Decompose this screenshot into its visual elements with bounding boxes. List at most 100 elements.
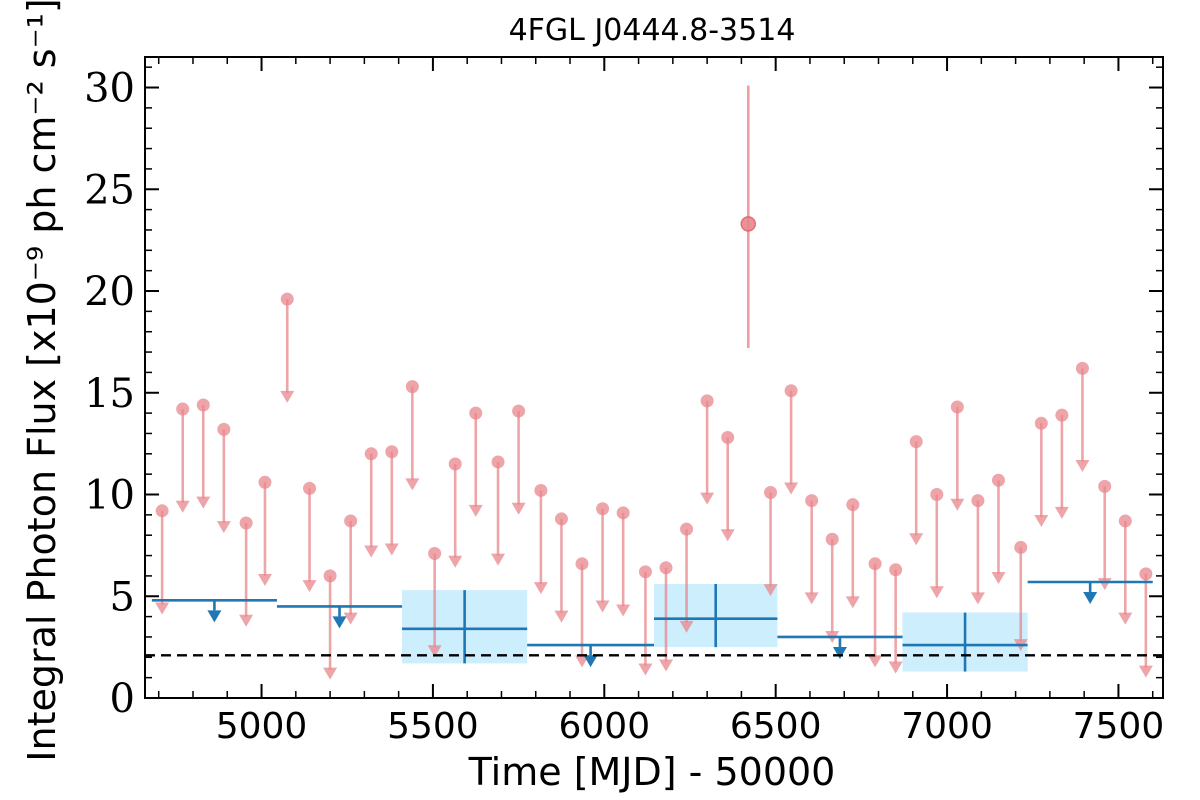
y-tick-label: 25 [84, 167, 135, 213]
long-bin-detection [402, 590, 528, 664]
upper-limit-marker [303, 481, 317, 495]
short-bin-upper-limit [427, 547, 442, 658]
short-bin-upper-limit [784, 384, 799, 495]
upper-limit-arrow-head [405, 478, 420, 491]
short-bin-upper-limit [679, 522, 694, 633]
upper-limit-arrow-head [784, 482, 799, 495]
upper-limit-arrow-head [804, 592, 819, 605]
chart-title: 4FGL J0444.8-3514 [509, 13, 796, 48]
long-bin-detection [902, 612, 1028, 672]
upper-limit-arrow-head [888, 661, 903, 674]
upper-limit-marker [784, 384, 798, 398]
upper-limit-marker [889, 563, 903, 577]
short-bin-upper-limit [950, 400, 965, 511]
upper-limit-arrow-head [323, 667, 338, 680]
y-axis-label: Integral Photon Flux [x10⁻⁹ ph cm⁻² s⁻¹] [20, 0, 64, 762]
upper-limit-marker [638, 565, 652, 579]
upper-limit-arrow-head [511, 502, 526, 515]
upper-limit-marker [616, 506, 630, 520]
x-tick-label: 5500 [387, 706, 479, 747]
short-bin-upper-limit [868, 557, 883, 668]
y-tick-label: 0 [110, 676, 135, 722]
short-bin-upper-limit [323, 569, 338, 680]
short-bin-upper-limit [364, 447, 379, 558]
upper-limit-marker [428, 547, 442, 561]
short-bin-upper-limit [175, 402, 190, 513]
short-bin-upper-limit [533, 483, 548, 595]
upper-limit-arrow-head [845, 596, 860, 609]
upper-limit-arrow-head [868, 655, 883, 668]
upper-limit-arrow-head [658, 659, 673, 672]
upper-limit-arrow-head [196, 496, 211, 509]
short-bin-upper-limit [616, 506, 631, 617]
short-bin-upper-limit [257, 475, 272, 587]
short-bin-upper-limit [511, 404, 526, 515]
x-tick-label: 6500 [730, 706, 822, 747]
upper-limit-arrow-head [720, 529, 735, 542]
short-bin-upper-limit [468, 406, 483, 517]
y-tick-label: 5 [110, 574, 135, 620]
upper-limit-arrow-head [679, 620, 694, 633]
upper-limit-marker [764, 485, 778, 499]
short-bin-points [155, 85, 1153, 680]
long-bin-upper-limit [276, 605, 403, 629]
short-bin-upper-limit [343, 514, 358, 625]
upper-limit-marker [971, 494, 985, 508]
short-bin-upper-limit [216, 422, 231, 534]
short-bin-upper-limit [991, 473, 1006, 584]
short-bin-upper-limit [1097, 479, 1112, 591]
x-axis-label: Time [MJD] - 50000 [468, 750, 836, 794]
upper-limit-marker [364, 447, 378, 461]
upper-limit-arrow-head [175, 500, 190, 513]
upper-limit-arrow-head [575, 655, 590, 668]
upper-limit-marker [512, 404, 526, 418]
upper-limit-arrow-head [155, 602, 170, 615]
short-bin-upper-limit [155, 504, 170, 615]
upper-limit-arrow-head [239, 614, 254, 627]
upper-limit-marker [239, 516, 253, 530]
long-bin-arrow-head [332, 616, 347, 629]
x-tick-label: 7500 [1073, 706, 1165, 747]
upper-limit-arrow-head [1075, 460, 1090, 473]
short-bin-upper-limit [384, 445, 399, 556]
short-bin-upper-limit [302, 481, 317, 593]
upper-limit-marker [950, 400, 964, 414]
upper-limit-marker [1014, 540, 1028, 554]
upper-limit-arrow-head [1054, 506, 1069, 519]
short-bin-upper-limit [720, 431, 735, 542]
short-bin-upper-limit [1075, 361, 1090, 473]
long-bin-upper-limit [1027, 580, 1153, 605]
upper-limit-arrow-head [302, 580, 317, 593]
y-tick-label: 15 [84, 371, 135, 417]
short-bin-upper-limit [280, 292, 295, 403]
upper-limit-arrow-head [595, 600, 610, 613]
upper-limit-marker [280, 292, 294, 306]
upper-limit-arrow-head [616, 604, 631, 617]
upper-limit-marker [680, 522, 694, 536]
y-tick-label: 10 [84, 473, 135, 519]
upper-limit-arrow-head [384, 543, 399, 556]
upper-limit-arrow-head [427, 645, 442, 658]
upper-limit-marker [323, 569, 337, 583]
x-tick-label: 5000 [216, 706, 308, 747]
short-bin-upper-limit [638, 565, 653, 676]
upper-limit-marker [344, 514, 358, 528]
upper-limit-arrow-head [991, 571, 1006, 584]
long-bin-arrow-head [583, 655, 598, 668]
upper-limit-marker [554, 512, 568, 526]
upper-limit-marker [1098, 479, 1112, 493]
short-bin-upper-limit [888, 563, 903, 674]
upper-limit-marker [991, 473, 1005, 487]
short-bin-upper-limit [595, 502, 610, 613]
short-bin-upper-limit [804, 494, 819, 605]
upper-limit-marker [846, 498, 860, 512]
upper-limit-arrow-head [491, 553, 506, 566]
upper-limit-marker [1055, 408, 1069, 422]
long-bin-upper-limit [777, 635, 903, 659]
long-bin-detection [654, 584, 778, 648]
upper-limit-marker [575, 557, 589, 571]
upper-limit-marker [217, 422, 231, 436]
upper-limit-marker [196, 398, 210, 412]
detection-marker [740, 216, 757, 232]
